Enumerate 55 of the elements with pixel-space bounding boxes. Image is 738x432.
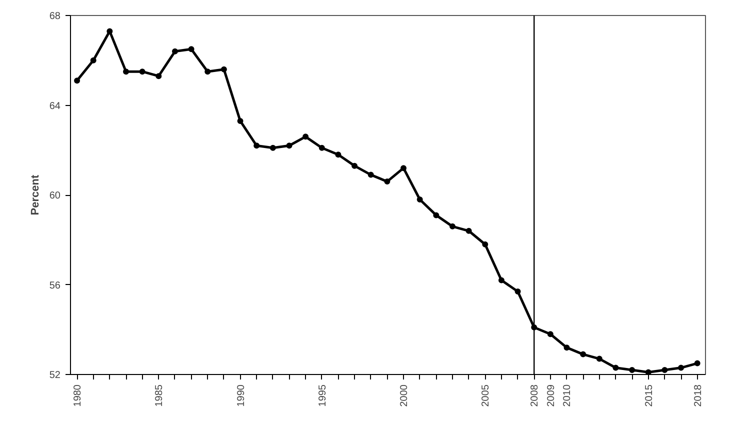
x-tick-label: 2009 [546, 384, 557, 407]
point [466, 228, 472, 234]
point [123, 68, 129, 75]
point [204, 68, 211, 75]
point [498, 277, 504, 284]
point [156, 73, 162, 80]
x-tick-label: 2018 [692, 384, 704, 407]
point [514, 288, 521, 294]
point [254, 142, 260, 149]
point [188, 46, 194, 52]
x-tick-label: 2010 [562, 384, 574, 407]
point [384, 178, 390, 185]
y-axis-title: Percent [29, 174, 42, 216]
x-tick-label: 1985 [154, 384, 166, 407]
point [368, 172, 374, 178]
point [335, 152, 342, 158]
point [629, 367, 636, 374]
y-tick-label: 56 [49, 280, 61, 292]
point [449, 223, 456, 230]
point [564, 344, 570, 351]
point [580, 351, 586, 358]
point [694, 360, 700, 366]
point [237, 118, 244, 124]
point [662, 367, 668, 374]
y-tick-label: 68 [49, 11, 61, 22]
y-tick-label: 60 [49, 190, 61, 202]
point [270, 144, 276, 151]
point [302, 134, 309, 140]
point [172, 48, 178, 54]
point [352, 162, 358, 169]
x-tick-label: 1980 [72, 384, 84, 407]
x-tick-label: 1995 [317, 384, 328, 407]
point [416, 196, 423, 202]
point [106, 28, 113, 34]
point [482, 241, 488, 248]
point [220, 66, 227, 72]
point [612, 364, 619, 371]
y-tick-label: 52 [49, 370, 61, 381]
y-tick-label: 64 [49, 100, 61, 112]
x-tick-label: 1990 [236, 384, 247, 407]
point [400, 165, 407, 172]
x-tick-label: 2008 [530, 384, 541, 407]
point [139, 68, 146, 75]
point [286, 142, 292, 149]
point [678, 364, 684, 371]
point [90, 57, 96, 64]
point [547, 331, 554, 338]
point [596, 356, 602, 362]
x-tick-label: 2015 [644, 384, 655, 407]
point [645, 369, 652, 374]
point [318, 144, 325, 151]
point [74, 78, 80, 84]
x-tick-label: 2000 [399, 384, 410, 407]
point [433, 212, 440, 218]
x-tick-label: 2005 [480, 384, 492, 407]
